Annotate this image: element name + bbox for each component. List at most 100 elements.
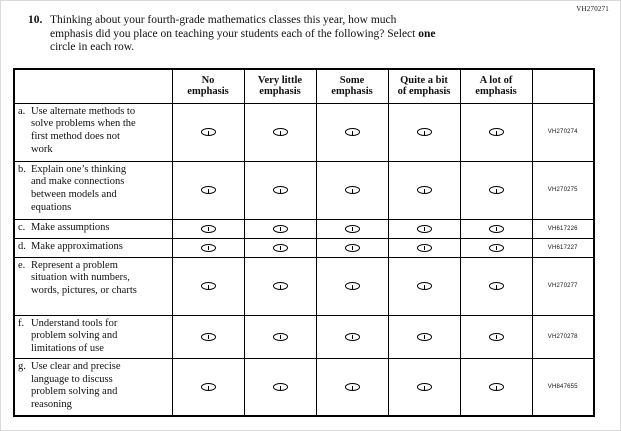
response-oval-icon[interactable] <box>200 243 216 252</box>
response-oval-icon[interactable] <box>200 128 216 136</box>
response-oval-icon[interactable] <box>272 282 288 290</box>
response-cell <box>387 218 461 239</box>
row-code: VH617227 <box>531 237 595 258</box>
row-label: Use alternate methods to solve problems … <box>31 105 136 155</box>
response-oval-icon[interactable] <box>200 383 216 392</box>
row-label-cell: b. Explain one’s thinking and make conne… <box>13 160 173 220</box>
question-block: 10. Thinking about your fourth-grade mat… <box>28 14 435 55</box>
response-oval-icon[interactable] <box>416 128 432 136</box>
response-oval-icon[interactable] <box>272 332 288 341</box>
header-line: emphasis <box>475 86 517 98</box>
table-row-e: e. Represent a problem situation with nu… <box>13 256 595 316</box>
header-line: Very little <box>257 74 303 86</box>
header-row: No emphasis Very little emphasis Some em… <box>13 68 595 104</box>
column-header-quite-a-bit: Quite a bit of emphasis <box>387 68 461 104</box>
response-cell <box>459 160 533 220</box>
response-cell <box>171 314 245 359</box>
response-oval-icon[interactable] <box>200 224 216 233</box>
response-oval-icon[interactable] <box>488 224 504 233</box>
response-oval-icon[interactable] <box>488 282 504 290</box>
response-cell <box>315 237 389 258</box>
header-line: No <box>201 74 215 86</box>
response-oval-icon[interactable] <box>416 332 432 341</box>
response-oval-icon[interactable] <box>416 224 432 233</box>
column-header-no-emphasis: No emphasis <box>171 68 245 104</box>
header-line: emphasis <box>331 86 373 98</box>
response-oval-icon[interactable] <box>200 332 216 341</box>
emphasis-table: No emphasis Very little emphasis Some em… <box>13 68 595 418</box>
response-cell <box>171 357 245 417</box>
response-cell <box>171 218 245 239</box>
row-label-cell: g. Use clear and precise language to dis… <box>13 357 173 417</box>
question-line-1: Thinking about your fourth-grade mathema… <box>50 14 397 26</box>
response-cell <box>459 218 533 239</box>
header-line: A lot of <box>479 74 513 86</box>
row-label-cell: d. Make approximations <box>13 237 173 258</box>
response-cell <box>387 314 461 359</box>
row-label: Make approximations <box>31 240 123 252</box>
column-header-very-little: Very little emphasis <box>243 68 317 104</box>
response-cell <box>315 102 389 162</box>
response-oval-icon[interactable] <box>344 128 360 136</box>
response-cell <box>171 256 245 316</box>
response-cell <box>459 102 533 162</box>
response-oval-icon[interactable] <box>416 282 432 290</box>
form-code: VH270271 <box>576 5 609 13</box>
row-label: Make assumptions <box>31 221 110 233</box>
header-line: emphasis <box>187 86 229 98</box>
row-letter: e. <box>18 259 26 271</box>
table-row-c: c. Make assumptions VH617226 <box>13 218 595 239</box>
response-oval-icon[interactable] <box>272 128 288 136</box>
row-code: VH270277 <box>531 256 595 316</box>
response-oval-icon[interactable] <box>344 332 360 341</box>
code-column-header <box>531 68 595 104</box>
response-oval-icon[interactable] <box>488 383 504 392</box>
question-line-2-text: emphasis did you place on teaching your … <box>50 27 419 40</box>
response-cell <box>171 102 245 162</box>
response-cell <box>459 357 533 417</box>
response-oval-icon[interactable] <box>488 128 504 136</box>
response-cell <box>243 102 317 162</box>
table-row-b: b. Explain one’s thinking and make conne… <box>13 160 595 220</box>
response-oval-icon[interactable] <box>344 282 360 290</box>
header-line: of emphasis <box>397 86 451 98</box>
response-cell <box>171 160 245 220</box>
response-oval-icon[interactable] <box>416 186 432 194</box>
row-label-cell: a. Use alternate methods to solve proble… <box>13 102 173 162</box>
response-oval-icon[interactable] <box>272 186 288 194</box>
response-oval-icon[interactable] <box>200 186 216 194</box>
response-cell <box>459 237 533 258</box>
question-text: Thinking about your fourth-grade mathema… <box>50 14 435 55</box>
response-oval-icon[interactable] <box>344 224 360 233</box>
table-row-d: d. Make approximations VH617227 <box>13 237 595 258</box>
column-header-some: Some emphasis <box>315 68 389 104</box>
response-oval-icon[interactable] <box>200 282 216 290</box>
row-label-cell: f. Understand tools for problem solving … <box>13 314 173 359</box>
response-oval-icon[interactable] <box>488 332 504 341</box>
response-cell <box>315 314 389 359</box>
response-oval-icon[interactable] <box>416 243 432 252</box>
question-line-2: emphasis did you place on teaching your … <box>50 28 435 42</box>
table-row-g: g. Use clear and precise language to dis… <box>13 357 595 417</box>
response-oval-icon[interactable] <box>344 186 360 194</box>
response-oval-icon[interactable] <box>416 383 432 392</box>
corner-cell <box>13 68 173 104</box>
column-header-a-lot: A lot of emphasis <box>459 68 533 104</box>
question-line-3: circle in each row. <box>50 41 135 54</box>
header-line: emphasis <box>259 86 301 98</box>
header-line: Some <box>339 74 365 86</box>
response-cell <box>243 256 317 316</box>
response-oval-icon[interactable] <box>488 243 504 252</box>
response-oval-icon[interactable] <box>272 243 288 252</box>
response-oval-icon[interactable] <box>488 186 504 194</box>
response-cell <box>243 237 317 258</box>
table-row-a: a. Use alternate methods to solve proble… <box>13 102 595 162</box>
response-oval-icon[interactable] <box>272 383 288 392</box>
response-cell <box>459 314 533 359</box>
response-oval-icon[interactable] <box>344 243 360 252</box>
response-oval-icon[interactable] <box>344 383 360 392</box>
question-bold-word: one <box>418 27 436 40</box>
response-oval-icon[interactable] <box>272 224 288 233</box>
row-label: Represent a problem situation with numbe… <box>31 259 137 297</box>
table-row-f: f. Understand tools for problem solving … <box>13 314 595 359</box>
